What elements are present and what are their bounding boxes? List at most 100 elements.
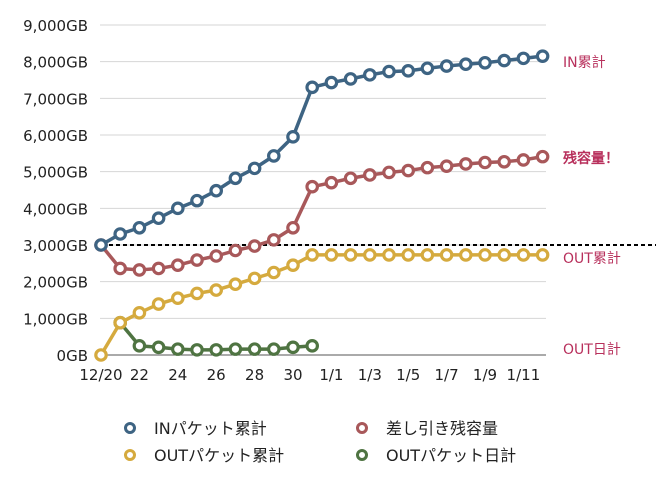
x-tick-label: 1/7	[435, 366, 459, 384]
data-point	[247, 342, 262, 356]
legend-label: OUTパケット日計	[386, 446, 516, 465]
data-point	[190, 286, 204, 301]
data-point	[535, 149, 550, 164]
data-point	[382, 248, 396, 262]
data-point	[171, 258, 185, 272]
legend-marker-icon	[356, 449, 368, 461]
y-tick-label: 8,000GB	[23, 54, 88, 72]
data-point	[362, 168, 377, 182]
y-tick-label: 3,000GB	[23, 237, 88, 255]
data-point	[497, 154, 511, 169]
data-point	[190, 343, 204, 357]
y-tick-label: 0GB	[57, 347, 88, 365]
data-point	[94, 238, 108, 252]
data-point	[439, 159, 454, 173]
data-point	[132, 220, 147, 235]
data-point	[190, 253, 204, 267]
data-point	[324, 75, 339, 90]
data-point	[458, 248, 473, 262]
data-point	[478, 155, 492, 170]
data-point	[151, 211, 166, 226]
y-tick-label: 4,000GB	[23, 200, 88, 218]
y-tick-label: 1,000GB	[23, 310, 88, 328]
x-tick-label: 28	[245, 366, 264, 384]
annotation-label: 残容量！	[563, 150, 619, 167]
data-point	[324, 248, 339, 262]
x-tick-label: 24	[168, 366, 187, 384]
series-line-2	[99, 253, 543, 356]
data-point	[94, 348, 108, 362]
data-point	[286, 130, 300, 144]
data-point	[324, 175, 339, 190]
data-point	[478, 248, 492, 262]
data-point	[420, 248, 435, 262]
data-point	[343, 72, 358, 86]
data-point	[497, 53, 511, 68]
data-point	[209, 183, 223, 198]
data-point	[382, 165, 396, 180]
data-point	[266, 149, 281, 163]
data-point	[420, 61, 435, 76]
data-point	[247, 271, 262, 286]
legend-marker-icon	[356, 422, 368, 434]
data-point	[151, 297, 166, 311]
data-point	[247, 161, 262, 176]
y-tick-label: 7,000GB	[23, 90, 88, 108]
data-point	[362, 248, 377, 262]
x-tick-label: 30	[283, 366, 302, 384]
data-point	[343, 248, 358, 262]
data-point	[286, 220, 300, 235]
data-point	[171, 342, 185, 356]
x-tick-label: 26	[207, 366, 226, 384]
data-point	[266, 342, 281, 356]
y-tick-label: 9,000GB	[23, 17, 88, 35]
data-point	[228, 342, 243, 356]
data-point	[209, 283, 223, 297]
x-tick-label: 22	[130, 366, 149, 384]
y-tick-label: 5,000GB	[23, 164, 88, 182]
data-point	[458, 157, 473, 171]
data-point	[247, 239, 262, 253]
x-tick-label: 1/5	[396, 366, 420, 384]
data-point	[228, 243, 243, 258]
data-point	[362, 68, 377, 82]
data-point	[228, 171, 243, 186]
data-point	[286, 340, 300, 355]
legend-label: INパケット累計	[154, 419, 267, 438]
data-point	[478, 55, 492, 70]
legend-label: 差し引き残容量	[386, 419, 498, 438]
legend-marker-icon	[124, 422, 136, 434]
x-tick-label: 1/9	[473, 366, 497, 384]
data-point	[439, 248, 454, 262]
data-point	[516, 248, 531, 262]
annotation-label: OUT累計	[563, 251, 621, 267]
data-point	[228, 277, 243, 292]
x-tick-label: 12/20	[79, 366, 122, 384]
data-point	[113, 315, 127, 330]
data-point	[132, 306, 147, 320]
data-point	[305, 248, 319, 262]
data-point	[209, 343, 223, 357]
data-point	[382, 64, 396, 79]
data-point	[113, 227, 127, 241]
data-point	[516, 153, 531, 167]
data-point	[516, 51, 531, 66]
annotation-label: IN累計	[563, 55, 606, 71]
data-point	[458, 57, 473, 72]
legend-label: OUTパケット累計	[154, 446, 284, 465]
data-point	[343, 171, 358, 186]
y-tick-label: 2,000GB	[23, 274, 88, 292]
data-point	[266, 233, 281, 247]
annotation-label: OUT日計	[563, 342, 621, 358]
x-tick-label: 1/1	[319, 366, 343, 384]
data-point	[151, 261, 166, 276]
data-point	[535, 248, 550, 262]
data-point	[439, 59, 454, 73]
data-point	[171, 291, 185, 305]
data-point	[171, 201, 185, 216]
x-tick-label: 1/3	[358, 366, 382, 384]
data-point	[401, 64, 415, 78]
y-tick-label: 6,000GB	[23, 127, 88, 145]
data-point	[151, 340, 166, 355]
